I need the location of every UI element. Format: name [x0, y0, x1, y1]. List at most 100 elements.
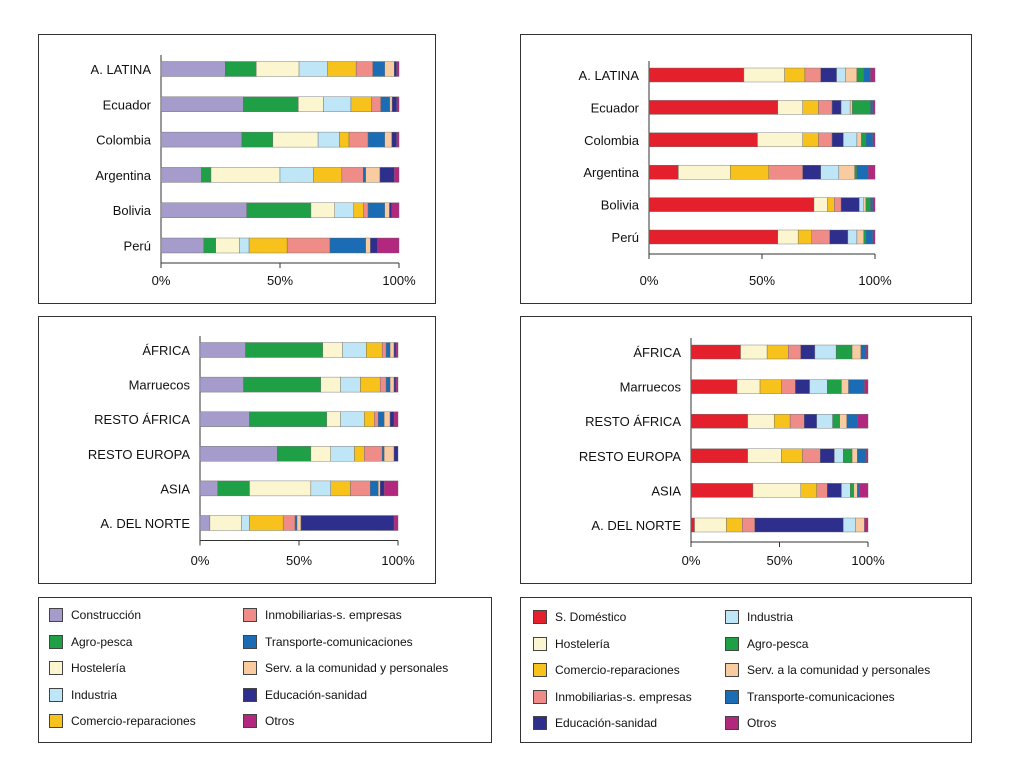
legend-label: Industria: [71, 687, 118, 702]
y-category-label: Perú: [612, 230, 639, 245]
legend-swatch: [49, 661, 63, 675]
bar-segment-serv-a-la-comunidad-y-personales: [389, 96, 393, 112]
bar-segment-industria: [279, 167, 314, 183]
bar-segment-comercio-reparaciones: [364, 411, 375, 427]
bar-segment-serv-a-la-comunidad-y-personales: [383, 411, 391, 427]
legend-item-construccion: Construcción: [49, 608, 141, 622]
bar-segment-inmobiliarias-s-empresas: [379, 376, 387, 393]
bar-segment-hosteleria: [215, 237, 240, 254]
bar-segment-industria: [841, 483, 851, 498]
bar-segment-agro-pesca: [863, 229, 867, 245]
bar-segment-educacion-sanidad: [379, 480, 385, 497]
bar-segment-agro-pesca: [245, 342, 323, 358]
bar-segment-inmobiliarias-s-empresas: [816, 483, 828, 498]
bar-segment-transporte-comunicaciones: [378, 411, 385, 427]
bar-segment-educacion-sanidad: [820, 67, 837, 83]
bar-segment-comercio-reparaciones: [354, 446, 365, 462]
legend-label: Otros: [265, 714, 295, 728]
bar-segment-serv-a-la-comunidad-y-personales: [856, 229, 864, 245]
bar-segment-hosteleria: [747, 413, 775, 429]
bar-segment-comercio-reparaciones: [249, 515, 284, 531]
bar-segment-otros: [864, 379, 869, 394]
legend-swatch: [533, 663, 547, 677]
bar-segment-agro-pesca: [241, 131, 274, 148]
bar-segment-otros: [870, 67, 876, 83]
bar-segment-s-domestico: [690, 379, 738, 394]
bar-segment-otros: [872, 229, 876, 245]
bar-segment-industria: [317, 131, 340, 148]
bar-segment-transporte-comunicaciones: [294, 515, 298, 531]
bar-segment-educacion-sanidad: [370, 237, 378, 254]
bar-segment-comercio-reparaciones: [353, 202, 364, 218]
bar-segment-otros: [383, 480, 399, 497]
bar-segment-construccion: [160, 96, 244, 112]
stacked-bar-chart-latin-america-men: 0% 50% 100% A. LATINA Ecuador Colombia Argenti…: [91, 55, 416, 288]
legend-swatch: [243, 661, 257, 675]
bar-segment-s-domestico: [648, 100, 779, 115]
bar-segment-otros: [396, 131, 400, 148]
bar-segment-s-domestico: [648, 229, 779, 245]
bar-segment-comercio-reparaciones: [784, 67, 806, 83]
bar-segment-serv-a-la-comunidad-y-personales: [851, 344, 862, 360]
bar-segment-agro-pesca: [201, 167, 212, 183]
bar-segment-industria: [241, 515, 250, 531]
bar-segment-educacion-sanidad: [827, 483, 842, 498]
x-tick-label: 50%: [766, 553, 792, 568]
legend-swatch: [725, 716, 739, 730]
bar-segment-serv-a-la-comunidad-y-personales: [838, 164, 855, 180]
bar-segment-comercio-reparaciones: [730, 164, 769, 180]
bar-segment-hosteleria: [326, 411, 341, 427]
bar-segment-transporte-comunicaciones: [865, 229, 873, 245]
bar-segment-educacion-sanidad: [802, 164, 821, 180]
bar-segment-construccion: [160, 61, 226, 77]
bar-segment-serv-a-la-comunidad-y-personales: [383, 446, 395, 462]
legend-item-inmobiliarias-s-empresas: Inmobiliarias-s. empresas: [243, 608, 402, 622]
bar-segment-inmobiliarias-s-empresas: [768, 164, 803, 180]
bar-segment-transporte-comunicaciones: [367, 131, 385, 148]
bar-segment-agro-pesca: [217, 480, 250, 497]
bar-segment-educacion-sanidad: [829, 229, 849, 245]
legend-item-inmobiliarias-s-empresas: Inmobiliarias-s. empresas: [533, 689, 692, 704]
x-tick-label: 100%: [851, 553, 885, 568]
bar-segment-inmobiliarias-s-empresas: [348, 131, 369, 148]
bar-segment-comercio-reparaciones: [248, 237, 288, 254]
legend-label: Educación-sanidad: [265, 687, 368, 702]
bar-segment-construccion: [199, 376, 244, 393]
x-tick-label: 100%: [382, 273, 416, 288]
bar-segment-agro-pesca: [225, 61, 257, 77]
bar-segment-hosteleria: [752, 483, 801, 498]
bar-segment-comercio-reparaciones: [313, 167, 343, 183]
bar-segment-hosteleria: [777, 100, 803, 115]
y-category-label: Colombia: [96, 133, 152, 148]
bar-segment-educacion-sanidad: [393, 446, 399, 462]
bar-segment-transporte-comunicaciones: [370, 480, 379, 497]
bar-segment-construccion: [160, 202, 247, 218]
bar-segment-industria: [814, 344, 837, 360]
bar-segment-inmobiliarias-s-empresas: [286, 237, 331, 254]
bar-segment-serv-a-la-comunidad-y-personales: [849, 100, 853, 115]
bar-segment-agro-pesca: [835, 344, 853, 360]
bar-segment-serv-a-la-comunidad-y-personales: [384, 61, 395, 77]
bar-segment-inmobiliarias-s-empresas: [350, 480, 371, 497]
bar-segment-inmobiliarias-s-empresas: [781, 379, 796, 394]
bar-segment-otros: [872, 197, 876, 212]
bar-segment-educacion-sanidad: [804, 413, 817, 429]
legend-item-educacion-sanidad: Educación-sanidad: [533, 716, 657, 730]
legend-swatch: [725, 610, 739, 624]
bar-segment-educacion-sanidad: [840, 197, 860, 212]
bar-segment-s-domestico: [690, 344, 741, 360]
legend-label: Inmobiliarias-s. empresas: [555, 689, 692, 704]
bar-segment-industria: [330, 446, 355, 462]
legend-label: Agro-pesca: [71, 634, 133, 649]
y-category-label: Marruecos: [620, 380, 682, 395]
bar-segment-educacion-sanidad: [389, 411, 395, 427]
y-category-label: Ecuador: [103, 97, 152, 112]
bar-segment-agro-pesca: [827, 379, 842, 394]
bar-segment-educacion-sanidad: [393, 376, 397, 393]
y-category-label: Perú: [124, 239, 151, 254]
bar-segment-inmobiliarias-s-empresas: [789, 413, 805, 429]
bar-segment-serv-a-la-comunidad-y-personales: [384, 202, 390, 218]
y-category-label: A. LATINA: [579, 68, 640, 83]
bar-segment-comercio-reparaciones: [827, 197, 835, 212]
bar-segment-agro-pesca: [243, 376, 321, 393]
